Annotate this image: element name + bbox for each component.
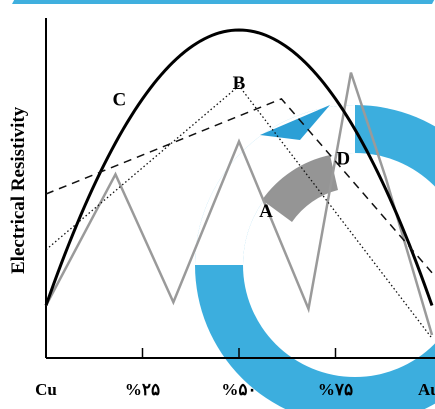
watermark-logo: [195, 105, 435, 409]
series-label-C: C: [112, 89, 126, 110]
series-line-B: [45, 84, 433, 339]
series-line-C: [44, 28, 434, 307]
series-label-B: B: [233, 73, 246, 94]
labels-group: C B D A: [112, 73, 350, 222]
x-tick-label-4: Au: [418, 380, 435, 399]
series-label-D: D: [336, 148, 350, 169]
x-tick-label-3: %۷۵: [318, 380, 353, 399]
series-group: [44, 28, 434, 339]
x-tick-label-2: %۵۰: [221, 380, 256, 399]
series-line-D: [45, 97, 433, 274]
x-tick-label-1: %۲۵: [125, 380, 160, 399]
series-label-A: A: [259, 201, 273, 222]
series-line-A: [44, 72, 434, 336]
x-tick-label-0: Cu: [35, 380, 57, 399]
